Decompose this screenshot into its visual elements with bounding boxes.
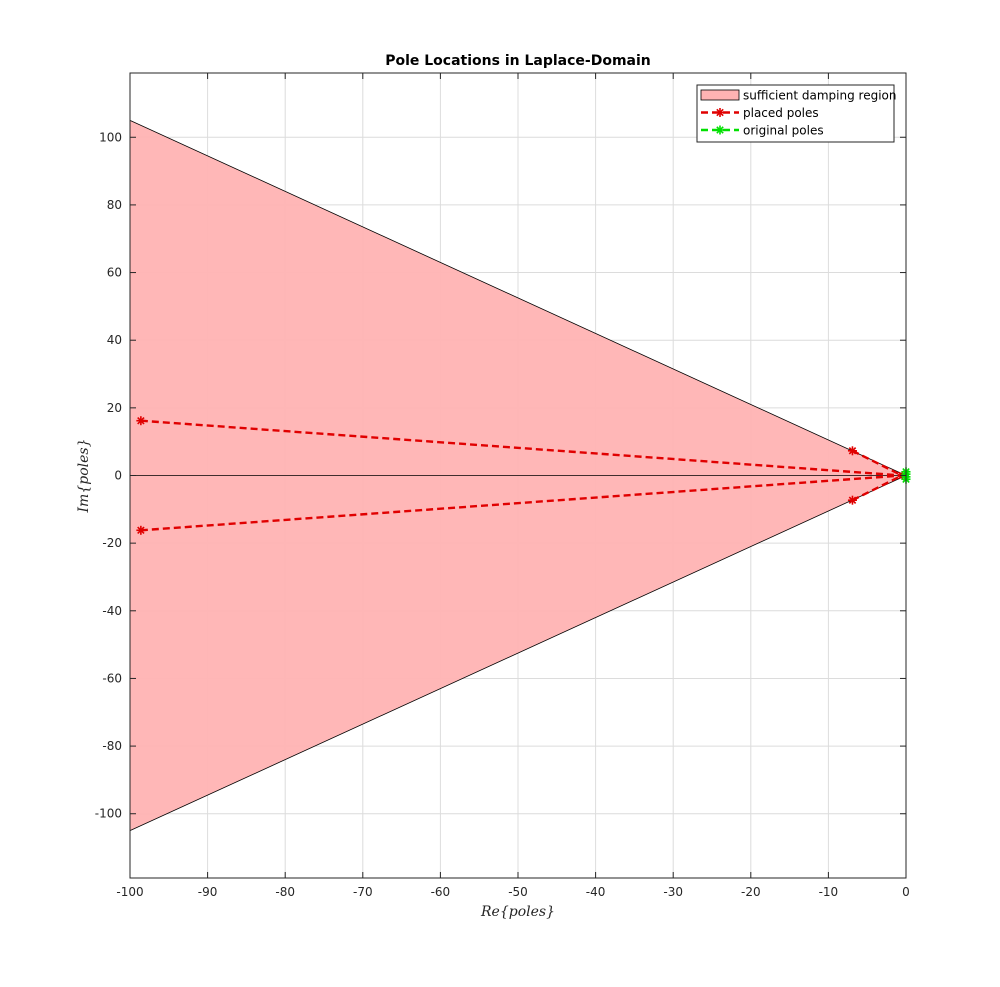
x-tick-label: -40 <box>586 885 606 899</box>
legend-entry-placed-poles: placed poles <box>701 106 819 120</box>
legend-marker <box>715 108 725 117</box>
series-line <box>140 474 903 532</box>
y-tick-label: 40 <box>107 333 122 347</box>
legend-label: original poles <box>743 124 824 138</box>
x-tick-label: -10 <box>819 885 839 899</box>
y-tick-label: 0 <box>114 469 122 483</box>
legend-label: sufficient damping region <box>743 89 897 103</box>
y-tick-label: -80 <box>102 739 122 753</box>
data-point <box>136 525 146 535</box>
x-tick-label: 0 <box>902 885 910 899</box>
data-point <box>136 416 146 426</box>
x-tick-label: -100 <box>116 885 143 899</box>
y-tick-label: -20 <box>102 536 122 550</box>
legend-entry-region: sufficient damping region <box>700 89 897 103</box>
x-tick-label: -90 <box>198 885 218 899</box>
y-tick-label: -100 <box>95 807 122 821</box>
x-axis-label: Re{poles} <box>480 904 555 920</box>
legend: sufficient damping region placed poles ori… <box>696 84 897 143</box>
x-tick-label: -70 <box>353 885 373 899</box>
y-tick-label: -60 <box>102 671 122 685</box>
series-line <box>851 449 903 477</box>
y-tick-label: -40 <box>102 604 122 618</box>
data-point <box>847 495 857 505</box>
x-tick-label: -60 <box>431 885 451 899</box>
data-point <box>847 446 857 456</box>
x-tick-label: -30 <box>663 885 683 899</box>
legend-entry-original-poles: original poles <box>701 124 824 138</box>
x-tick-label: -80 <box>275 885 295 899</box>
y-axis-label: Im{poles} <box>76 439 92 514</box>
chart-title: Pole Locations in Laplace-Domain <box>385 53 651 69</box>
x-tick-label: -50 <box>508 885 528 899</box>
y-tick-label: 60 <box>107 266 122 280</box>
y-tick-label: 100 <box>99 130 122 144</box>
legend-label: placed poles <box>743 106 819 120</box>
y-tick-label: 20 <box>107 401 122 415</box>
series-line <box>140 419 903 477</box>
series-line <box>851 474 903 502</box>
legend-swatch <box>700 89 740 101</box>
x-tick-label: -20 <box>741 885 761 899</box>
y-ticks: -100 -80 -60 -40 -20 0 20 40 60 80 100 <box>95 130 906 821</box>
y-tick-label: 80 <box>107 198 122 212</box>
x-ticks: -100 -90 -80 -70 -60 -50 -40 -30 -20 -10 0 <box>116 73 910 899</box>
legend-marker <box>715 125 725 135</box>
